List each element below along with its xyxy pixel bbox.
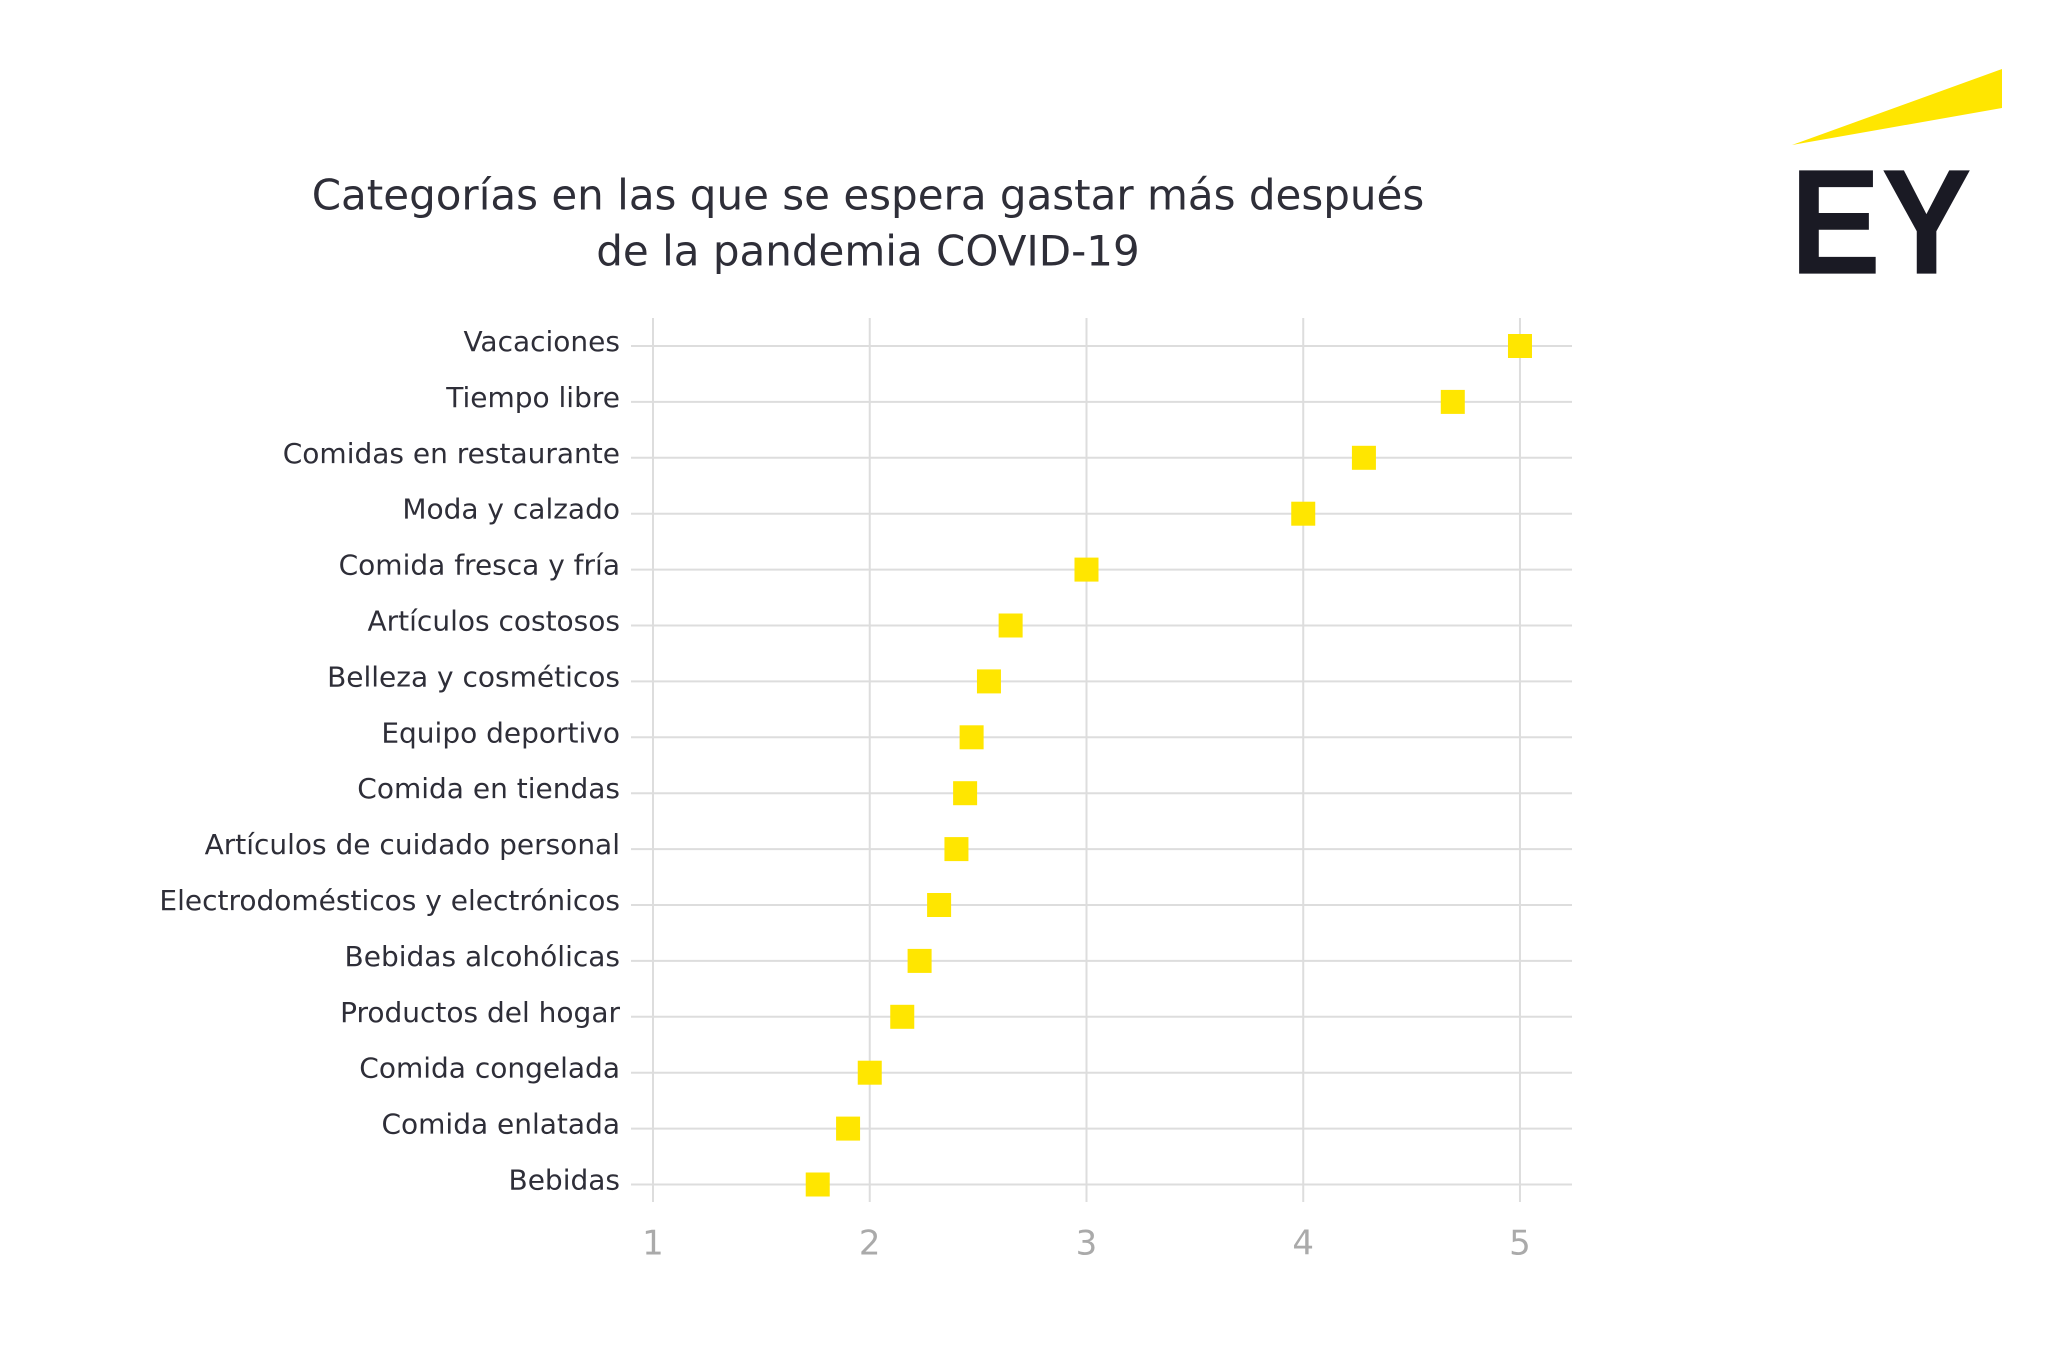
x-tick-label: 1 <box>642 1224 664 1264</box>
y-tick-label: Comida congelada <box>359 1052 620 1085</box>
marker <box>857 1060 882 1085</box>
x-tick-label: 5 <box>1509 1224 1531 1264</box>
y-tick-label: Comida enlatada <box>381 1108 620 1141</box>
y-tick-label: Tiempo libre <box>445 381 620 414</box>
marker <box>1507 334 1532 358</box>
y-tick-label: Moda y calzado <box>402 493 620 526</box>
y-tick-label: Bebidas alcohólicas <box>345 940 620 973</box>
marker <box>976 669 1001 694</box>
marker <box>1440 389 1465 414</box>
marker <box>836 1116 861 1141</box>
marker <box>944 837 969 862</box>
x-tick-label: 4 <box>1292 1224 1314 1264</box>
y-tick-label: Comidas en restaurante <box>283 437 620 470</box>
y-tick-label: Artículos de cuidado personal <box>205 828 620 861</box>
y-tick-label: Comida fresca y fría <box>339 549 620 582</box>
marker <box>927 893 952 917</box>
y-tick-label: Bebidas <box>508 1164 620 1197</box>
marker <box>805 1172 830 1197</box>
marker <box>1074 557 1099 582</box>
chart-title: de la pandemia COVID-19 <box>596 227 1140 276</box>
logo: EY <box>1790 138 1972 306</box>
y-tick-label: Electrodomésticos y electrónicos <box>159 884 620 917</box>
marker <box>907 948 932 973</box>
marker <box>998 613 1023 638</box>
y-tick-label: Comida en tiendas <box>357 772 620 805</box>
chart-title: Categorías en las que se espera gastar m… <box>312 171 1425 220</box>
marker <box>953 781 978 806</box>
x-tick-label: 3 <box>1076 1224 1098 1264</box>
x-tick-label: 2 <box>859 1224 881 1264</box>
logo-beam <box>1792 69 2002 145</box>
y-tick-label: Belleza y cosméticos <box>327 660 620 693</box>
marker <box>959 725 984 750</box>
y-tick-label: Artículos costosos <box>368 605 621 638</box>
y-tick-label: Equipo deportivo <box>381 716 620 749</box>
y-tick-label: Vacaciones <box>463 325 620 358</box>
marker <box>1351 445 1376 470</box>
marker <box>1291 501 1316 526</box>
marker <box>890 1004 915 1029</box>
y-tick-label: Productos del hogar <box>340 996 620 1029</box>
